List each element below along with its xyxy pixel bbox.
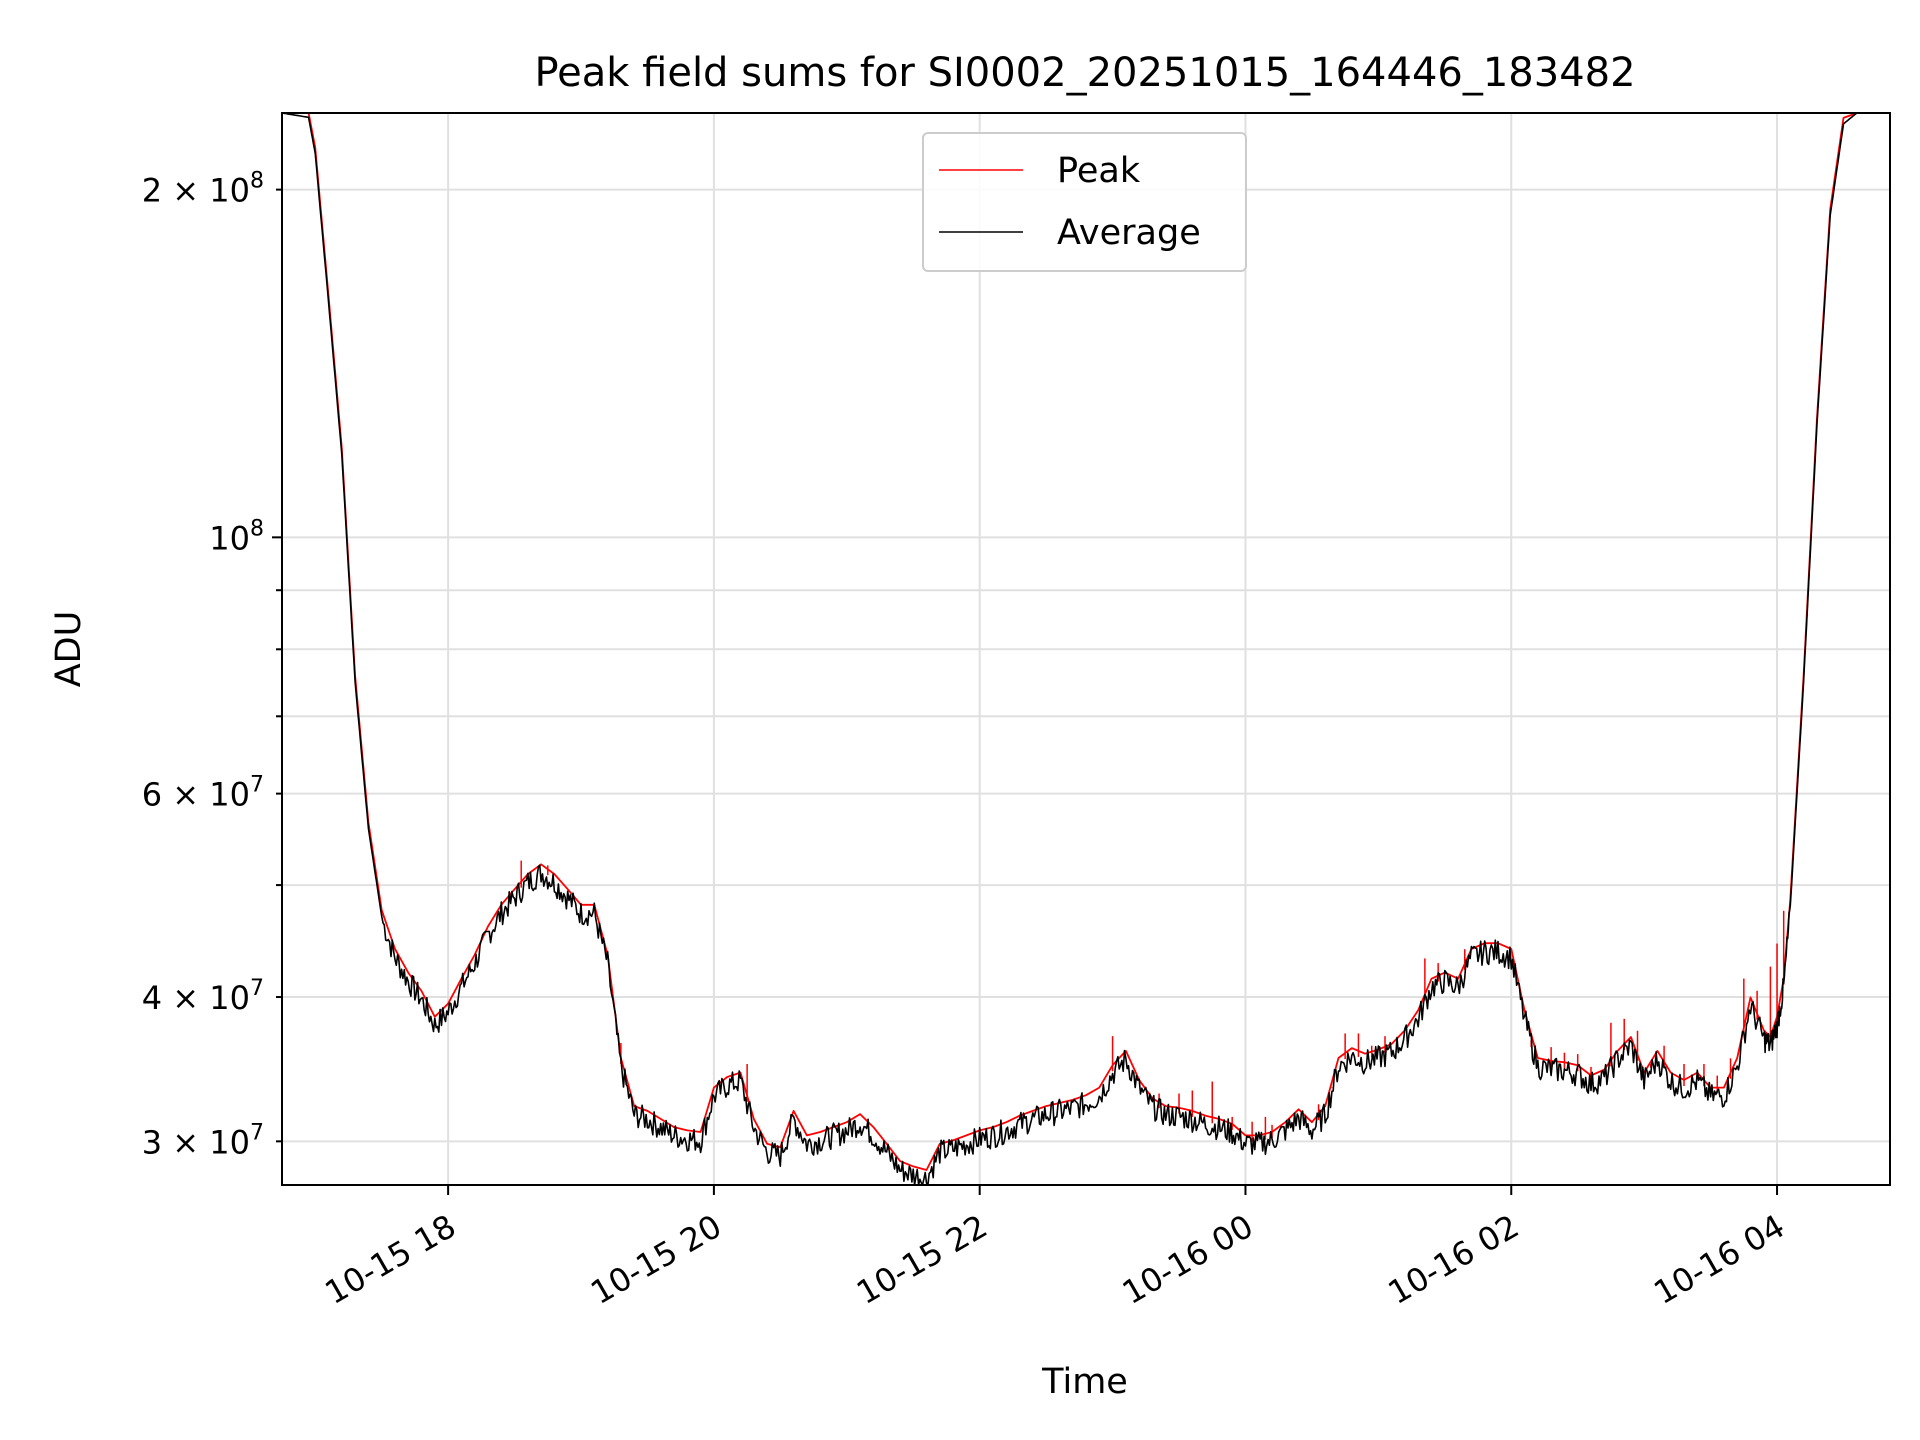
- legend-label-average: Average: [1057, 213, 1201, 253]
- legend-box: [922, 132, 1247, 272]
- y-tick-label: 6 × 107: [142, 773, 264, 814]
- y-tick-label: 4 × 107: [142, 976, 264, 1017]
- legend-label-peak: Peak: [1057, 151, 1141, 191]
- y-tick-label: 108: [209, 516, 264, 557]
- legend: Peak Average: [922, 132, 1247, 272]
- y-axis: 108 3 × 107 4 × 107 6 × 107 2 × 108: [142, 169, 282, 1161]
- series-layer: [281, 112, 1890, 1186]
- y-tick-label: 2 × 108: [142, 169, 264, 210]
- y-axis-label: ADU: [49, 611, 89, 688]
- x-axis-label: Time: [1041, 1362, 1128, 1402]
- chart-title: Peak field sums for SI0002_20251015_1644…: [534, 50, 1635, 96]
- series-average-line: [281, 112, 1890, 1186]
- y-tick-label: 3 × 107: [142, 1120, 264, 1161]
- series-peak-line: [282, 112, 1890, 1171]
